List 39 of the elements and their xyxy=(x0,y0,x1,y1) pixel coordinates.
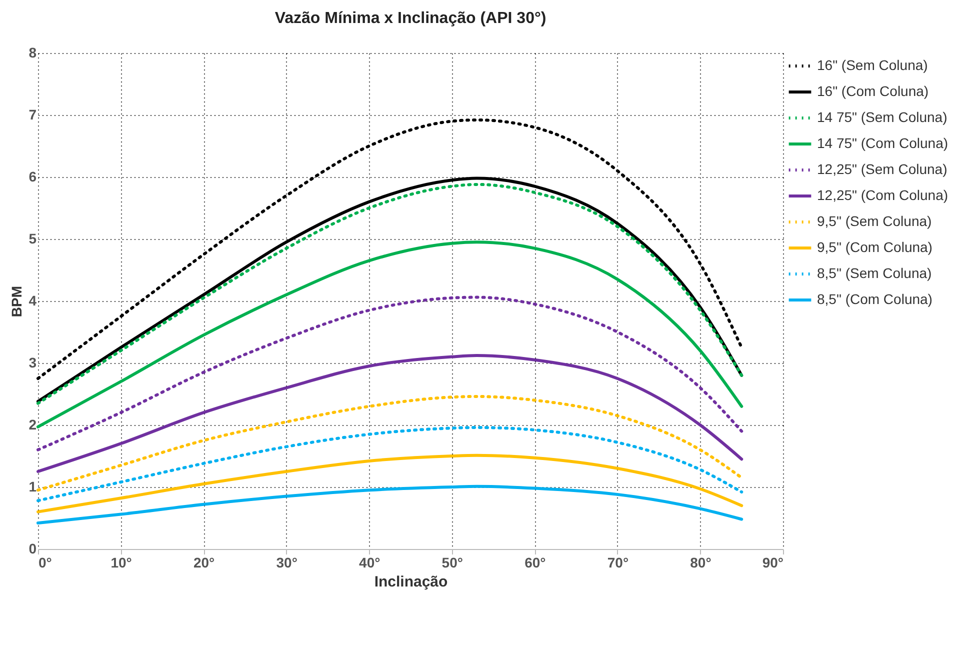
y-tick-label: 1 xyxy=(28,478,37,494)
legend-label: 8,5" (Com Coluna) xyxy=(817,291,932,307)
y-tick-label: 7 xyxy=(28,106,37,122)
line-series xyxy=(36,240,744,428)
line-series xyxy=(36,484,744,524)
x-tick-label: 40° xyxy=(359,554,380,570)
x-tick-label: 10° xyxy=(110,554,132,570)
chart-title: Vazão Mínima x Inclinação (API 30°) xyxy=(274,10,546,27)
legend-label: 16" (Com Coluna) xyxy=(817,83,929,99)
x-tick-label: 50° xyxy=(442,554,463,570)
legend-label: 16" (Sem Coluna) xyxy=(817,57,928,73)
x-tick-label: 20° xyxy=(193,554,215,570)
y-tick-label: 8 xyxy=(28,44,37,60)
x-tick-label: 80° xyxy=(690,554,712,570)
x-axis-title: Inclinação xyxy=(374,574,448,590)
y-tick-label: 6 xyxy=(28,168,37,184)
legend-label: 12,25" (Com Coluna) xyxy=(817,187,948,203)
y-tick-label: 5 xyxy=(28,230,37,246)
legend-label: 9,5" (Com Coluna) xyxy=(817,239,932,255)
x-tick-label: 90° xyxy=(762,554,784,570)
y-tick-label: 4 xyxy=(28,292,37,308)
y-axis-title: BPM xyxy=(8,286,25,318)
line-series xyxy=(36,426,744,502)
legend-label: 9,5" (Sem Coluna) xyxy=(817,213,932,229)
line-series xyxy=(36,354,744,473)
legend-label: 14 75" (Com Coluna) xyxy=(817,135,948,151)
y-tick-label: 0 xyxy=(28,540,37,556)
legend-label: 12,25" (Sem Coluna) xyxy=(817,161,948,177)
legend-label: 8,5" (Sem Coluna) xyxy=(817,265,932,281)
y-tick-label: 3 xyxy=(28,354,37,370)
x-tick-label: 70° xyxy=(607,554,629,570)
x-tick-label: 60° xyxy=(524,554,546,570)
y-tick-label: 2 xyxy=(28,416,37,432)
line-series xyxy=(36,454,744,514)
line-series xyxy=(36,296,744,452)
x-tick-label: 0° xyxy=(38,554,52,570)
legend-label: 14 75" (Sem Coluna) xyxy=(817,109,948,125)
x-tick-label: 30° xyxy=(276,554,298,570)
line-series xyxy=(36,394,744,492)
